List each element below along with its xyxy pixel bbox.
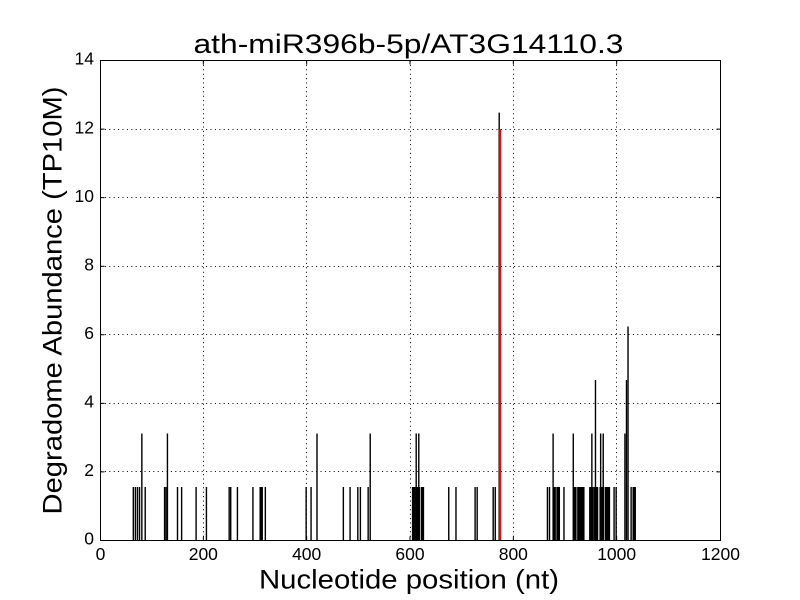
svg-text:Nucleotide position (nt): Nucleotide position (nt) (259, 565, 559, 595)
svg-text:1000: 1000 (597, 544, 636, 564)
svg-text:2: 2 (84, 460, 94, 480)
svg-text:Degradome Abundance (TP10M): Degradome Abundance (TP10M) (38, 87, 68, 515)
svg-text:200: 200 (189, 544, 218, 564)
svg-text:12: 12 (75, 117, 94, 137)
svg-text:6: 6 (84, 323, 94, 343)
svg-text:4: 4 (84, 392, 94, 412)
svg-text:800: 800 (499, 544, 528, 564)
svg-text:600: 600 (395, 544, 424, 564)
svg-text:10: 10 (75, 186, 95, 206)
svg-text:0: 0 (84, 529, 94, 549)
svg-text:8: 8 (84, 254, 94, 274)
svg-text:400: 400 (292, 544, 321, 564)
svg-text:1200: 1200 (701, 544, 740, 564)
svg-text:14: 14 (75, 49, 95, 69)
svg-text:0: 0 (96, 544, 106, 564)
svg-text:ath-miR396b-5p/AT3G14110.3: ath-miR396b-5p/AT3G14110.3 (194, 29, 624, 59)
